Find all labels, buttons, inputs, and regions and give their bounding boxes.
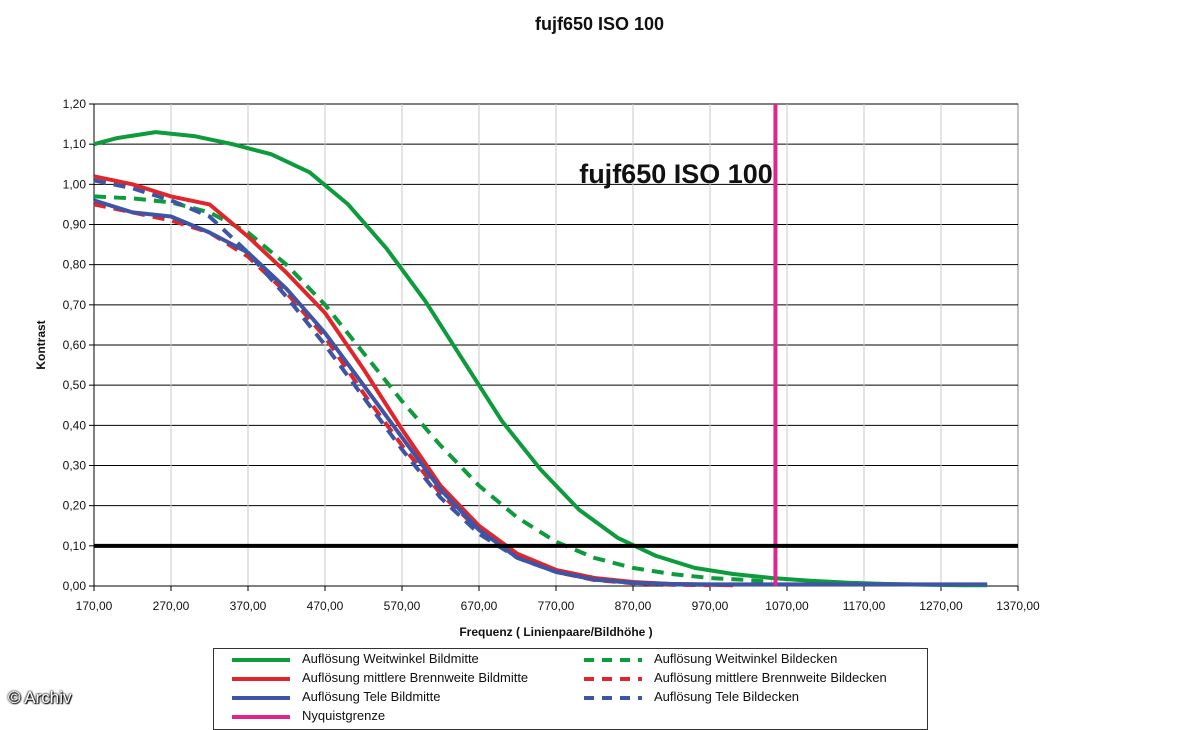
x-tick-label: 870,00 [615,599,652,613]
legend-swatch [232,677,290,681]
y-tick-label: 0,10 [63,539,87,553]
legend-label: Auflösung Weitwinkel Bildecken [654,651,838,666]
x-tick-label: 970,00 [692,599,729,613]
legend-label: Nyquistgrenze [302,708,386,723]
y-tick-label: 0,40 [63,418,87,432]
x-tick-label: 1370,00 [996,599,1040,613]
x-tick-label: 170,00 [76,599,113,613]
x-tick-label: 570,00 [384,599,421,613]
y-tick-label: 0,50 [63,378,87,392]
legend-swatch [232,696,290,700]
page-title: fujf650 ISO 100 [534,14,665,34]
legend-swatch [232,658,290,662]
x-tick-label: 770,00 [538,599,575,613]
legend-label: Auflösung Tele Bildmitte [302,689,441,704]
series-line [93,178,711,587]
y-axis-label: Kontrast [34,320,48,369]
y-tick-label: 1,10 [63,137,87,151]
y-tick-label: 0,90 [63,218,87,232]
y-tick-label: 0,60 [63,338,87,352]
x-tick-label: 1270,00 [919,599,963,613]
legend-label: Auflösung mittlere Brennweite Bildecken [654,670,887,685]
y-tick-label: 0,30 [63,459,87,473]
legend-swatch [584,696,642,700]
y-tick-label: 0,00 [63,579,87,593]
y-tick-label: 0,70 [63,298,87,312]
y-tick-label: 1,20 [63,97,87,111]
chart-legend: Auflösung Weitwinkel Bildmitte Auflösung… [213,648,928,730]
series-line [93,194,772,584]
y-tick-label: 0,80 [63,258,87,272]
x-tick-label: 270,00 [153,599,190,613]
legend-swatch [584,658,642,662]
copyright-credit: © Archiv [8,688,72,707]
y-tick-label: 1,00 [63,177,87,191]
legend-swatch [232,715,290,719]
x-axis-label: Frequenz ( Linienpaare/Bildhöhe ) [459,625,652,639]
mtf-chart: 0,00 0,10 0,20 0,30 0,40 0,50 0,60 0,70 0,80 0,90… [34,97,1040,639]
x-tick-label: 1070,00 [765,599,809,613]
x-tick-label: 670,00 [461,599,498,613]
legend-label: Auflösung Tele Bildecken [654,689,800,704]
legend-label: Auflösung mittlere Brennweite Bildmitte [302,670,529,685]
legend-swatch [584,677,642,681]
x-tick-label: 470,00 [307,599,344,613]
x-tick-label: 370,00 [230,599,267,613]
x-tick-label: 1170,00 [843,599,886,613]
y-tick-label: 0,20 [63,499,87,513]
legend-label: Auflösung Weitwinkel Bildmitte [302,651,479,666]
inner-chart-title: fujf650 ISO 100 [579,159,773,189]
